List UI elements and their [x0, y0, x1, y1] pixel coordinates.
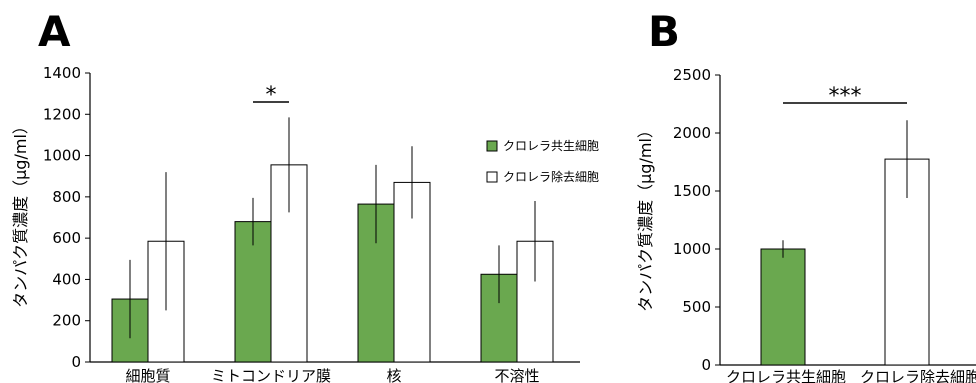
y-tick-label: 1500 [673, 182, 711, 200]
panel-b-bars [760, 158, 930, 366]
y-tick-label: 800 [52, 188, 81, 206]
y-tick-label: 2000 [673, 124, 711, 142]
panel-a-bars [111, 164, 554, 363]
panel-b-y-axis-label: タンパク質濃度（μg/ml） [636, 122, 655, 312]
category-label: クロレラ除去細胞 [860, 368, 976, 383]
y-tick-label: 400 [52, 270, 81, 288]
y-tick-label: 1000 [43, 147, 81, 165]
bar [234, 221, 272, 363]
panel-b-significance: *** [783, 84, 907, 109]
y-tick-label: 200 [52, 312, 81, 330]
panel-b-y-ticks: 0 500 1000 1500 2000 2500 [673, 66, 720, 374]
y-tick-label: 2500 [673, 66, 711, 84]
category-label: 不溶性 [494, 367, 539, 383]
legend-label-symbiotic: クロレラ共生細胞 [503, 139, 599, 153]
y-tick-label: 1400 [43, 64, 81, 82]
y-tick-label: 1200 [43, 105, 81, 123]
significance-mark: *** [829, 84, 862, 109]
y-tick-label: 0 [71, 353, 81, 371]
category-label: クロレラ共生細胞 [726, 368, 846, 383]
category-label: ミトコンドリア膜 [211, 367, 331, 383]
panel-b-error-bars [782, 120, 908, 258]
panel-a-significance: * [253, 83, 289, 108]
panel-a-label: A [38, 7, 71, 56]
panel-b-category-labels: クロレラ共生細胞 クロレラ除去細胞 [726, 368, 976, 383]
panel-a-category-labels: 細胞質 ミトコンドリア膜 核 不溶性 [125, 367, 539, 383]
category-label: 核 [386, 367, 401, 383]
legend-swatch-symbiotic [486, 140, 498, 152]
y-tick-label: 1000 [673, 240, 711, 258]
panel-a-legend: クロレラ共生細胞 クロレラ除去細胞 [486, 139, 599, 184]
y-tick-label: 600 [52, 229, 81, 247]
panel-b: B タンパク質濃度（μg/ml） 0 500 1000 1500 2000 2500 クロ… [636, 7, 976, 383]
legend-swatch-removed [486, 171, 498, 183]
significance-mark: * [266, 83, 277, 108]
category-label: 細胞質 [125, 367, 170, 383]
panel-a-error-bars [129, 117, 536, 339]
panel-b-label: B [648, 7, 680, 56]
panel-a-y-ticks: 0 200 400 600 800 1000 1200 1400 [43, 64, 90, 371]
y-tick-label: 0 [701, 356, 711, 374]
y-tick-label: 500 [682, 298, 711, 316]
panel-a-y-axis-label: タンパク質濃度（μg/ml） [11, 118, 30, 308]
legend-label-removed: クロレラ除去細胞 [503, 169, 599, 184]
bar [760, 248, 806, 366]
panel-a: A タンパク質濃度（μg/ml） 0 200 400 600 800 1000 1200 14… [11, 7, 599, 383]
